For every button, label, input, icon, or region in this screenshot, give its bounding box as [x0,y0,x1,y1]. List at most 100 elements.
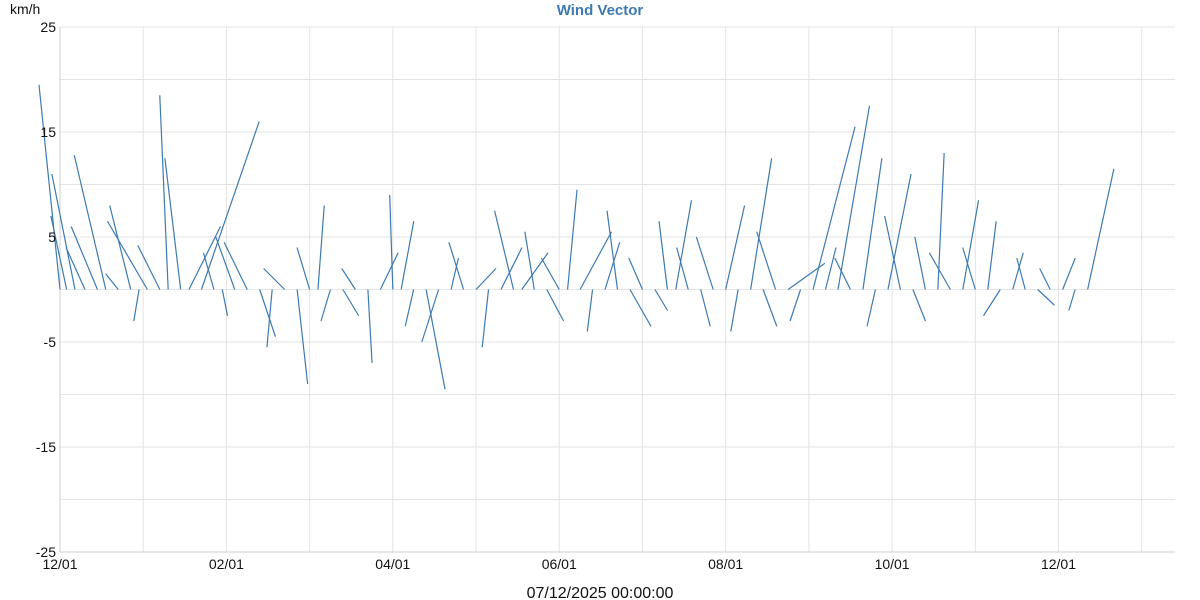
wind-vector-line [695,236,714,290]
wind-vector-line [105,273,119,290]
wind-vector-line [762,289,778,327]
wind-vector-line [812,126,856,290]
y-tick-label: -25 [36,544,56,560]
wind-vector-line [341,268,356,290]
wind-vector-line [928,252,951,290]
wind-vector-line [259,289,277,337]
wind-vector-line [481,289,490,348]
wind-vector-line [475,268,497,290]
wind-vector-line [65,247,86,290]
x-tick-label: 06/01 [542,556,577,572]
wind-vector-line [450,257,460,290]
wind-vector-line [914,236,926,290]
wind-vector-line [50,215,68,290]
wind-vector-line [604,242,621,290]
wind-vector-line [606,210,619,290]
wind-vector-line [628,257,644,290]
y-axis-unit-label: km/h [10,1,40,17]
wind-vector-line [658,221,669,290]
wind-vector-line [1039,268,1051,290]
wind-vector-line [789,289,802,322]
wind-vector-line [1062,257,1076,290]
wind-vector-line [200,121,260,290]
wind-vector-line [540,257,560,290]
wind-vector-line [546,289,565,322]
wind-vector-line [320,289,332,322]
wind-vector-line [70,226,98,290]
wind-vector-line [159,95,169,290]
wind-vector-line [317,205,325,290]
wind-vector-line [982,289,1001,317]
wind-vector-line [824,247,837,290]
wind-vector-line [164,158,182,290]
y-tick-label: -15 [36,439,56,455]
wind-vector-line [725,205,746,290]
wind-vector-line [756,231,777,290]
wind-vector-line [421,289,440,343]
wind-vector-line [586,289,594,332]
wind-vector-line [675,200,693,290]
wind-vector-line [521,252,549,290]
y-tick-label: 5 [48,229,56,245]
wind-vector-line [215,236,236,290]
wind-vector-line [1068,289,1076,311]
y-tick-label: 25 [40,19,56,35]
x-tick-label: 10/01 [875,556,910,572]
wind-vector-line [962,247,976,290]
vector-layer [38,84,1115,390]
wind-vector-line [750,158,773,290]
wind-vector-line [500,247,523,290]
y-tick-label: -5 [44,334,57,350]
y-tick-label: 15 [40,124,56,140]
wind-vector-line [73,154,107,290]
footer-timestamp: 07/12/2025 00:00:00 [527,585,674,600]
wind-vector-line [1012,252,1024,290]
wind-vector-line [884,215,901,290]
wind-vector-line [866,289,877,327]
wind-vector-line [448,242,465,290]
wind-vector-line [202,252,215,290]
wind-vector-line [425,289,446,390]
wind-vector-line [133,289,140,322]
wind-vector-line [342,289,360,317]
wind-vector-line [887,173,912,290]
wind-vector-line [51,173,76,290]
wind-vector-line [730,289,739,332]
x-tick-label: 08/01 [708,556,743,572]
wind-vector-line [400,221,415,290]
wind-vector-line [524,231,535,290]
wind-vector-line [494,210,515,290]
wind-vector-line [837,105,871,290]
wind-vector-line [296,289,309,385]
wind-vector-line [266,289,273,348]
wind-vector-line [106,220,148,290]
wind-vector-line [1087,168,1115,290]
wind-vector-line [987,221,997,290]
wind-vector-line [654,289,669,311]
wind-vector-line [367,289,373,364]
wind-vector-line [834,257,852,290]
wind-vector-line [629,289,652,327]
wind-vector-line [263,268,286,290]
wind-vector-line [962,200,980,290]
wind-vector-line [579,231,613,290]
wind-vector-line [296,247,311,290]
x-tick-label: 12/01 [42,556,77,572]
wind-vector-line [862,158,883,290]
wind-vector-line [404,289,415,327]
x-tick-label: 12/01 [1041,556,1076,572]
wind-vector-line [700,289,711,327]
chart-title: Wind Vector [557,2,644,19]
wind-vector-line [912,289,927,322]
wind-vector-line [109,205,132,290]
wind-vector-line [1016,257,1026,290]
wind-vector-line [389,194,394,290]
wind-vector-line [676,247,689,290]
wind-vector-line [379,252,399,290]
x-tick-label: 02/01 [209,556,244,572]
wind-vector-line [937,152,945,290]
wind-vector-line [221,289,229,316]
wind-vector-line [566,189,578,290]
